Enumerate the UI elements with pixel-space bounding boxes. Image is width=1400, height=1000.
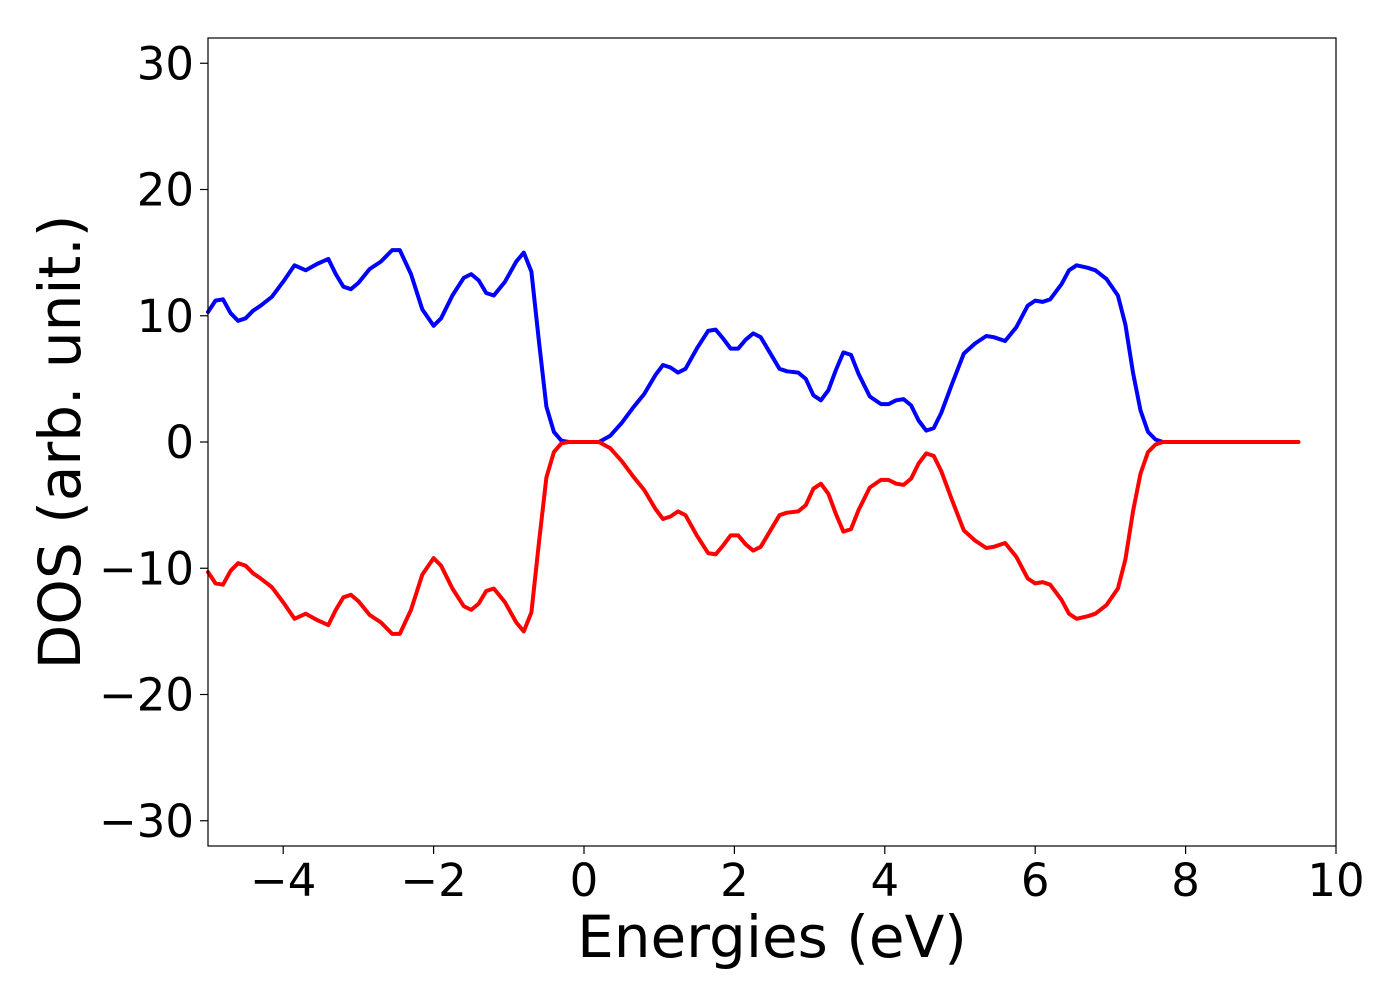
- y-tick-label: 30: [137, 37, 194, 90]
- y-axis-ticks: −30 −20 −10 0 10 20 30: [99, 37, 208, 848]
- x-axis-ticks: −4 −2 0 2 4 6 8 10: [250, 846, 1365, 907]
- series-line-0: [206, 248, 1301, 444]
- series-line-1: [206, 440, 1301, 636]
- y-tick-label: 20: [137, 164, 194, 217]
- y-axis-label: DOS (arb. unit.): [26, 215, 94, 670]
- x-tick-label: 0: [570, 854, 599, 907]
- series-layer: [206, 248, 1301, 636]
- x-tick-label: −4: [250, 854, 316, 907]
- y-tick-label: −20: [99, 669, 194, 722]
- x-axis-label: Energies (eV): [577, 903, 967, 971]
- x-tick-label: 4: [870, 854, 899, 907]
- x-tick-label: 2: [720, 854, 749, 907]
- y-tick-label: −10: [99, 542, 194, 595]
- y-tick-label: −30: [99, 795, 194, 848]
- x-tick-label: −2: [400, 854, 466, 907]
- x-tick-label: 8: [1171, 854, 1200, 907]
- x-tick-label: 10: [1307, 854, 1364, 907]
- y-tick-label: 0: [165, 416, 194, 469]
- x-tick-label: 6: [1021, 854, 1050, 907]
- y-tick-label: 10: [137, 290, 194, 343]
